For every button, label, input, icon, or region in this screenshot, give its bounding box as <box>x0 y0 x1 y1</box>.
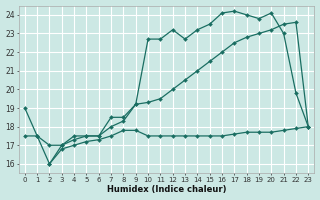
X-axis label: Humidex (Indice chaleur): Humidex (Indice chaleur) <box>107 185 226 194</box>
